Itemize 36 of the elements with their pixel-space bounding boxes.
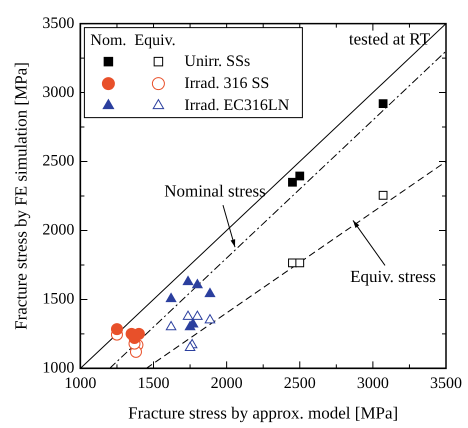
point xyxy=(182,276,194,286)
legend-label: Irrad. EC316LN xyxy=(184,96,290,114)
y-tick-label: 2000 xyxy=(42,222,74,239)
point xyxy=(295,172,304,180)
point xyxy=(166,321,176,330)
x-axis-title: Fracture stress by approx. model [MPa] xyxy=(128,403,398,422)
annotation: Equiv. stress xyxy=(350,266,436,286)
point xyxy=(288,178,297,187)
point xyxy=(110,323,123,336)
legend-label: Irrad. 316 SS xyxy=(184,74,270,92)
y-tick-label: 2500 xyxy=(42,152,74,170)
x-tick-label: 1500 xyxy=(138,375,170,392)
x-tick-label: 3500 xyxy=(430,375,462,392)
point xyxy=(166,292,176,302)
point xyxy=(204,314,216,324)
x-tick-label: 2000 xyxy=(210,375,243,392)
point xyxy=(295,258,304,268)
y-tick-label: 1500 xyxy=(42,290,74,308)
y-tick-label: 3500 xyxy=(42,14,74,32)
x-tick-label: 3000 xyxy=(356,375,389,392)
point xyxy=(204,288,216,298)
annotation: Nominal stress xyxy=(164,182,266,201)
point xyxy=(378,99,388,108)
x-tick-label: 2500 xyxy=(284,375,316,392)
point xyxy=(182,310,194,320)
point xyxy=(192,310,203,320)
x-tick-label: 1000 xyxy=(64,375,96,392)
annotation: tested at RT xyxy=(348,30,431,49)
point xyxy=(192,278,203,288)
point xyxy=(184,342,196,351)
legend-title: Nom. Equiv. xyxy=(90,32,176,49)
y-tick-label: 1000 xyxy=(42,360,74,377)
y-tick-label: 3000 xyxy=(42,84,74,101)
point xyxy=(378,190,388,200)
legend-label: Unirr. SSs xyxy=(184,52,250,70)
y-axis-title: Fracture stress by FE simulation [MPa] xyxy=(12,62,31,330)
